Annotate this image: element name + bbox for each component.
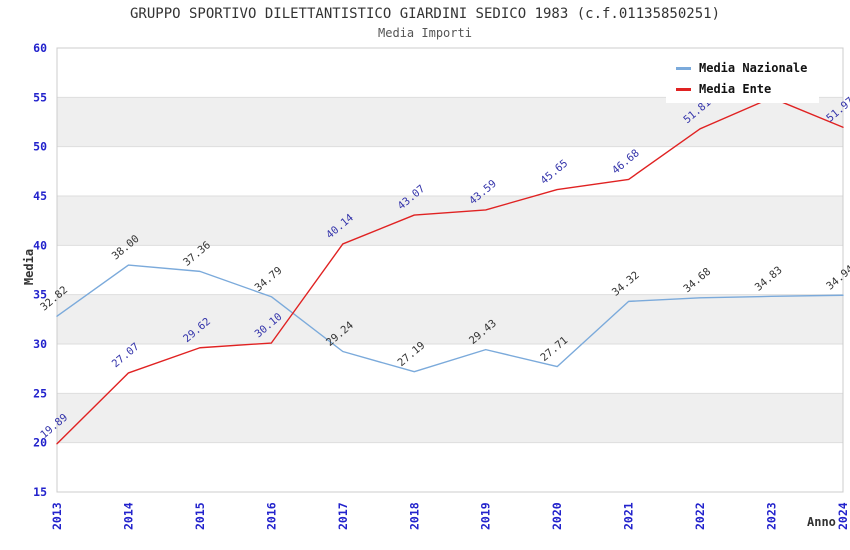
- x-tick-label: 2019: [479, 502, 493, 530]
- chart-title: GRUPPO SPORTIVO DILETTANTISTICO GIARDINI…: [129, 6, 720, 22]
- point-label-media-ente: 45.65: [538, 157, 570, 187]
- legend-label-ente: Media Ente: [699, 82, 772, 96]
- x-tick-label: 2021: [622, 502, 636, 530]
- x-tick-label: 2018: [407, 502, 421, 530]
- y-tick-label: 40: [33, 238, 47, 252]
- legend-swatch-nazionale-icon: [676, 66, 691, 70]
- legend-item-media-ente[interactable]: Media Ente: [676, 82, 807, 96]
- chart-subtitle: Media Importi: [378, 26, 472, 40]
- y-tick-label: 45: [33, 189, 47, 203]
- x-tick-label: 2015: [193, 502, 207, 530]
- point-label-media-ente: 27.07: [110, 341, 142, 371]
- y-tick-label: 30: [33, 337, 47, 351]
- series-line-media-ente: [56, 97, 844, 445]
- x-tick-label: 2016: [264, 502, 278, 530]
- x-tick-label: 2020: [550, 502, 564, 530]
- x-tick-label: 2023: [765, 502, 779, 530]
- point-label-media-nazionale: 34.79: [253, 265, 285, 295]
- legend-label-nazionale: Media Nazionale: [699, 61, 808, 75]
- plot-band: [57, 294, 843, 344]
- x-tick-label: 2017: [336, 502, 350, 530]
- plot-band: [57, 97, 843, 147]
- legend-swatch-ente-icon: [676, 87, 691, 91]
- point-label-media-ente: 46.68: [610, 147, 642, 177]
- legend-item-media-nazionale[interactable]: Media Nazionale: [676, 61, 807, 75]
- y-tick-label: 20: [33, 436, 47, 450]
- plot-band: [57, 196, 843, 246]
- plot-band: [57, 393, 843, 443]
- y-tick-label: 35: [33, 288, 47, 302]
- legend: Media Nazionale Media Ente: [666, 56, 820, 103]
- series-line-media-nazionale: [56, 264, 844, 373]
- x-tick-label: 2022: [693, 502, 707, 530]
- x-tick-label: 2014: [121, 502, 135, 530]
- x-tick-label: 2024: [836, 502, 850, 530]
- point-label-media-nazionale: 34.68: [681, 266, 713, 296]
- point-label-media-nazionale: 34.83: [753, 264, 785, 294]
- y-tick-label: 60: [33, 41, 47, 55]
- x-tick-label: 2013: [50, 502, 64, 530]
- y-tick-label: 25: [33, 386, 47, 400]
- point-label-media-nazionale: 34.94: [824, 263, 850, 293]
- y-tick-label: 15: [33, 485, 47, 499]
- plot-border: [56, 47, 844, 493]
- y-tick-label: 55: [33, 90, 47, 104]
- y-tick-label: 50: [33, 140, 47, 154]
- x-axis-title: Anno: [807, 515, 836, 529]
